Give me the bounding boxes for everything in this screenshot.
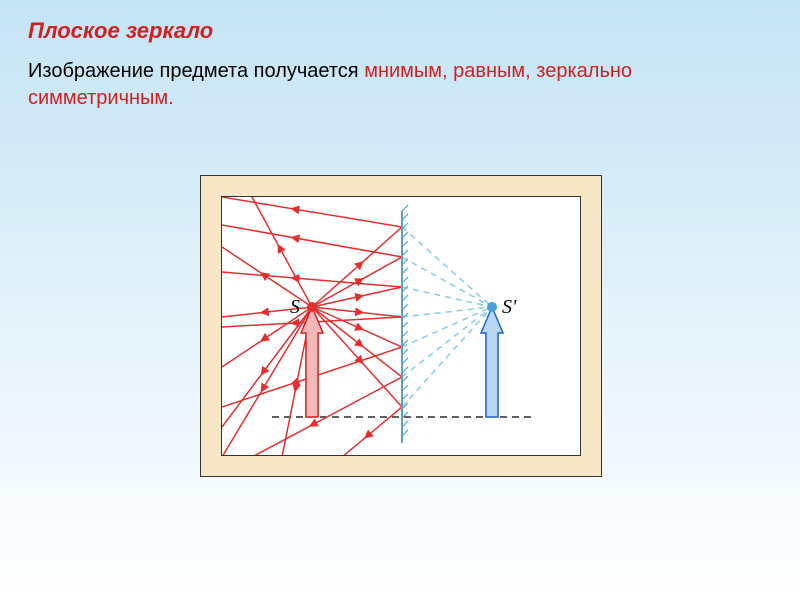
svg-text:S: S — [290, 296, 300, 318]
page-title: Плоское зеркало — [28, 18, 772, 44]
diagram-outer: S S' — [200, 175, 602, 477]
svg-text:S': S' — [502, 296, 517, 318]
subtitle: Изображение предмета получается мнимым, … — [28, 58, 772, 112]
title-text: Плоское зеркало — [28, 18, 213, 43]
ray-diagram: S S' — [222, 197, 580, 455]
diagram-inner: S S' — [221, 196, 581, 456]
subtitle-prefix: Изображение предмета получается — [28, 60, 364, 82]
